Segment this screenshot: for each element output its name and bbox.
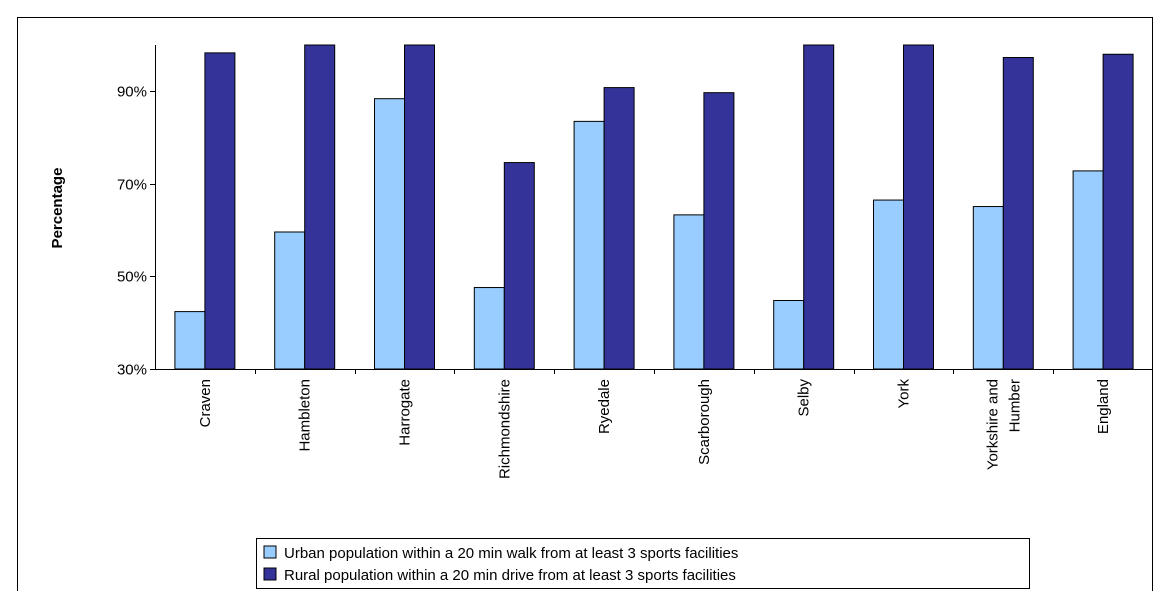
category-label-line: England xyxy=(1095,379,1112,434)
urban-bar xyxy=(473,287,505,370)
plot-area: 30% 50% 70% 90% Craven Hambleton Harrogate Rich… xyxy=(117,44,1153,479)
rural-bar xyxy=(503,162,535,370)
category-label: Hambleton xyxy=(297,379,314,452)
category-label: Craven xyxy=(197,379,214,427)
rural-bar xyxy=(404,44,435,370)
y-tick-label: 50% xyxy=(117,269,147,286)
category-label: England xyxy=(1095,379,1112,434)
y-tick-label: 90% xyxy=(117,84,147,101)
category-label: Harrogate xyxy=(397,379,414,446)
rural-bar xyxy=(1002,56,1034,370)
urban-bar xyxy=(1072,170,1104,370)
category-label-line: Yorkshire and xyxy=(984,379,1001,470)
category-label-line: Humber xyxy=(1006,379,1023,432)
rural-bar xyxy=(603,87,635,370)
legend-label-rural: Rural population within a 20 min drive f… xyxy=(284,567,736,584)
category-label: York xyxy=(896,379,913,409)
legend: Urban population within a 20 min walk fr… xyxy=(256,538,1030,589)
rural-bar xyxy=(803,44,835,370)
rural-bar xyxy=(703,92,735,370)
urban-bar xyxy=(773,299,805,370)
category-label: Richmondshire xyxy=(496,379,513,479)
category-label-line: York xyxy=(896,379,913,409)
category-label-line: Hambleton xyxy=(297,379,314,452)
legend-label-urban: Urban population within a 20 min walk fr… xyxy=(284,545,738,562)
category-label-line: Ryedale xyxy=(596,379,613,434)
category-label: Selby xyxy=(796,379,813,417)
urban-bar xyxy=(374,98,405,370)
legend-swatch-urban xyxy=(263,545,277,559)
y-tick-label: 70% xyxy=(117,177,147,194)
legend-box xyxy=(256,538,1030,589)
category-label-line: Craven xyxy=(197,379,214,427)
category-label: Yorkshire and Humber xyxy=(984,379,1023,470)
category-label: Scarborough xyxy=(696,379,713,465)
y-tick-label: 30% xyxy=(117,362,147,379)
urban-bar xyxy=(174,311,206,370)
urban-bar xyxy=(274,231,306,370)
y-axis-title: Percentage xyxy=(49,168,66,249)
category-label-line: Richmondshire xyxy=(496,379,513,479)
rural-bar xyxy=(1102,53,1134,370)
category-label: Ryedale xyxy=(596,379,613,434)
rural-bar xyxy=(304,44,336,370)
category-label-line: Selby xyxy=(796,379,813,417)
urban-bar xyxy=(873,199,904,370)
rural-bar xyxy=(903,44,934,370)
urban-bar xyxy=(972,206,1004,370)
urban-bar xyxy=(573,120,605,370)
rural-bar xyxy=(204,52,236,370)
urban-bar xyxy=(673,214,705,370)
category-label-line: Harrogate xyxy=(397,379,414,446)
category-label-line: Scarborough xyxy=(696,379,713,465)
legend-swatch-rural xyxy=(263,567,277,581)
